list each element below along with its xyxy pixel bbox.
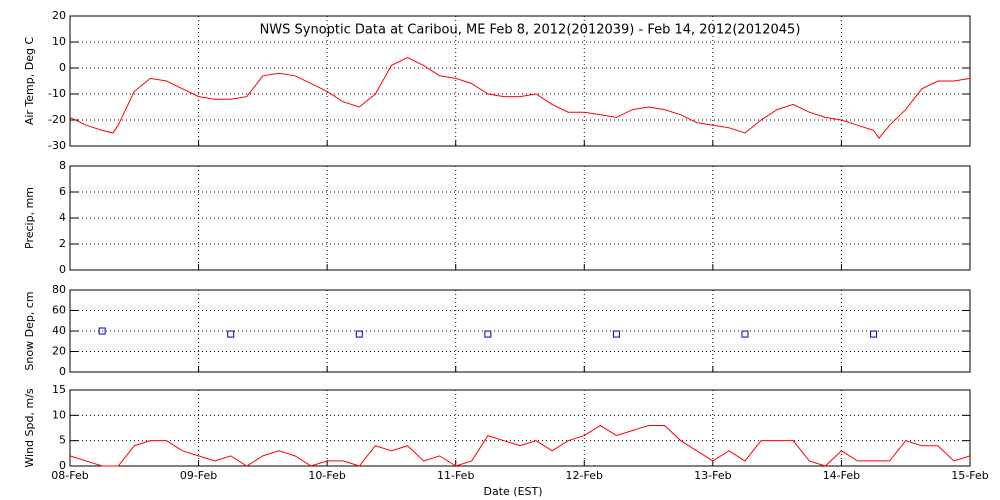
point bbox=[870, 330, 878, 338]
y-tick-label: 8 bbox=[59, 159, 66, 172]
y-tick-label: -20 bbox=[48, 113, 66, 126]
y-tick-label: 10 bbox=[52, 408, 66, 421]
line bbox=[69, 57, 971, 140]
y-tick-label: 0 bbox=[59, 61, 66, 74]
y-tick-label: 60 bbox=[52, 304, 66, 317]
point bbox=[98, 327, 106, 335]
y-tick-label: 0 bbox=[59, 263, 66, 276]
point bbox=[612, 330, 620, 338]
y-tick-label: 6 bbox=[59, 185, 66, 198]
y-tick-label: 10 bbox=[52, 35, 66, 48]
x-tick-label: 10-Feb bbox=[308, 469, 345, 482]
y-tick-label: 0 bbox=[59, 365, 66, 378]
y-axis-label: Precip, mm bbox=[23, 187, 36, 249]
y-tick-label: 80 bbox=[52, 283, 66, 296]
line bbox=[69, 424, 971, 467]
y-tick-label: 20 bbox=[52, 345, 66, 358]
x-tick-label: 13-Feb bbox=[694, 469, 731, 482]
x-tick-label: 11-Feb bbox=[437, 469, 474, 482]
point bbox=[741, 330, 749, 338]
y-tick-label: 4 bbox=[59, 211, 66, 224]
y-axis-label: Wind Spd, m/s bbox=[23, 388, 36, 468]
x-tick-label: 12-Feb bbox=[566, 469, 603, 482]
y-tick-label: 5 bbox=[59, 434, 66, 447]
point bbox=[227, 330, 235, 338]
x-tick-label: 15-Feb bbox=[951, 469, 988, 482]
point bbox=[355, 330, 363, 338]
point bbox=[484, 330, 492, 338]
x-tick-label: 14-Feb bbox=[823, 469, 860, 482]
y-axis-label: Snow Dep, cm bbox=[23, 291, 36, 370]
chart-title: NWS Synoptic Data at Caribou, ME Feb 8, … bbox=[260, 23, 801, 38]
y-tick-label: 0 bbox=[59, 459, 66, 472]
x-tick-label: 09-Feb bbox=[180, 469, 217, 482]
y-tick-label: 20 bbox=[52, 9, 66, 22]
x-axis-label: Date (EST) bbox=[483, 485, 542, 498]
y-axis-label: Air Temp, Deg C bbox=[23, 37, 36, 126]
y-tick-label: 15 bbox=[52, 383, 66, 396]
y-tick-label: 40 bbox=[52, 324, 66, 337]
y-tick-label: 2 bbox=[59, 237, 66, 250]
y-tick-label: -10 bbox=[48, 87, 66, 100]
plot-frame bbox=[69, 389, 971, 467]
y-tick-label: -30 bbox=[48, 139, 66, 152]
x-tick-label: 08-Feb bbox=[51, 469, 88, 482]
